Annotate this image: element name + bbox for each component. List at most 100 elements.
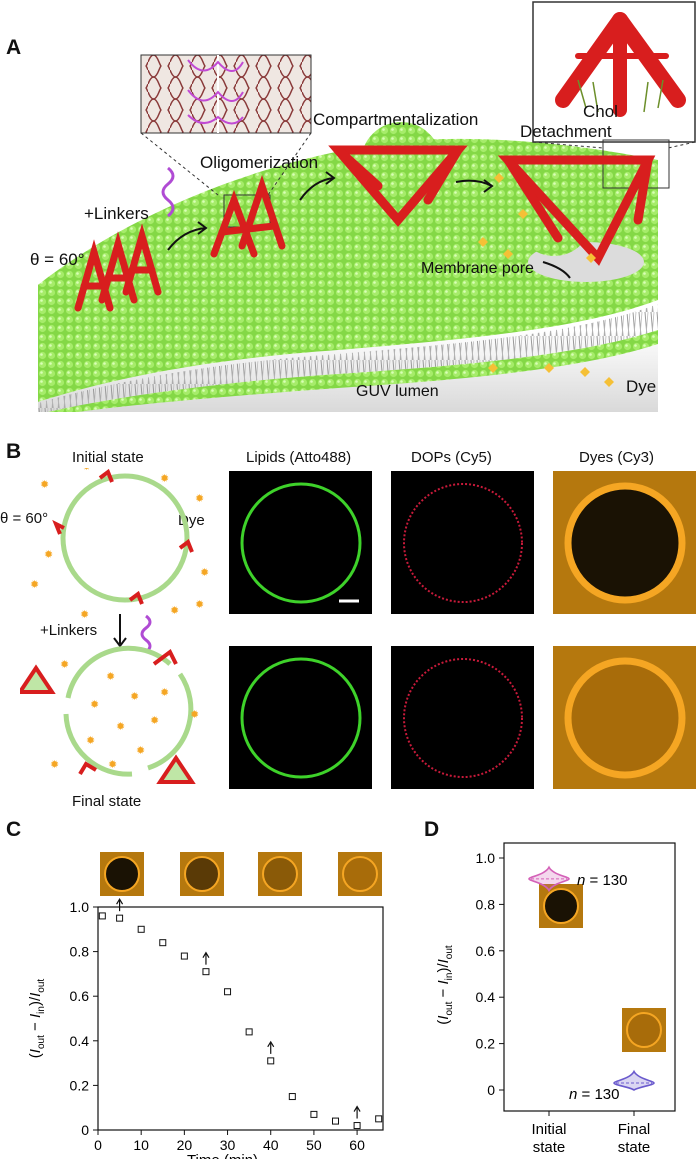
svg-text:✹: ✹ [160,473,169,485]
svg-text:✹: ✹ [130,691,139,703]
d-y-tick-label: 0.2 [476,1036,496,1052]
svg-text:✹: ✹ [80,609,89,621]
svg-text:✹: ✹ [136,745,145,757]
c-time-arrowhead [116,897,124,905]
a-guv-lumen-label: GUV lumen [356,383,439,400]
chol-anchors [577,79,664,113]
svg-text:✹: ✹ [106,671,115,683]
d-y-tick-label: 1.0 [476,850,496,866]
membrane-outer-leaflet [38,138,658,402]
svg-text:✹: ✹ [30,579,39,591]
b-channel-title-lipids: Lipids (Atto488) [246,449,352,466]
svg-text:✹: ✹ [116,721,125,733]
c-x-tick-label: 10 [133,1137,149,1153]
c-data-point [98,912,106,920]
svg-text:✹: ✹ [160,687,169,699]
c-data-point [224,988,232,996]
micrograph-dyes-final [553,646,696,789]
linker-strand [161,166,175,218]
c-x-tick-label: 50 [306,1137,322,1153]
a-linkers-label: +Linkers [84,204,149,223]
d-violin [613,1069,655,1091]
initial-dyes: ✹ ✹ ✹ ✹ ✹ ✹ ✹ ✹ ✹ ✹ [30,468,209,621]
micrograph-dyes-initial [553,471,696,614]
c-time-arrowhead [353,1105,361,1112]
c-data-point [202,968,210,976]
svg-text:✹: ✹ [82,468,91,473]
b-channel-title-dops: DOPs (Cy5) [411,449,492,466]
origami-detaching [497,155,656,266]
micrograph-lipids-final [229,646,372,789]
c-x-tick-label: 20 [177,1137,193,1153]
a-dye-label: Dye [626,377,657,396]
a-detachment-label: Detachment [520,122,612,141]
c-data-point [180,952,188,960]
b-linkers-label: +Linkers [40,622,98,639]
svg-text:✹: ✹ [108,759,117,771]
svg-text:✹: ✹ [190,709,199,721]
d-y-tick-label: 0.8 [476,896,496,912]
origami-zoom [555,12,686,117]
b-angle-label: θ = 60° [0,510,49,527]
d-n-label-final: n = 130 [569,1086,619,1103]
c-data-point [245,1028,253,1036]
initial-origami [52,468,194,605]
c-y-tick-label: 0.6 [70,988,90,1004]
c-data-point [159,939,167,947]
c-data-point [267,1057,275,1065]
c-y-tick-label: 1.0 [70,899,90,915]
c-inset-t5 [100,852,144,896]
final-dyes: ✹ ✹ ✹ ✹ ✹ ✹ ✹ ✹ ✹ ✹ ✹ ✹ [50,659,199,771]
c-x-axis-label: Time (min) [187,1152,258,1159]
chart-d: 0 0.2 0.4 0.6 0.8 1.0 (Iout − Iin)/Iout Initial… [435,842,676,1156]
svg-text:✹: ✹ [50,759,59,771]
process-arrows [167,171,571,279]
final-origami [20,648,196,784]
a-chol-label: Chol [583,102,618,121]
micrograph-dops-initial [391,471,534,614]
svg-text:✹: ✹ [40,479,49,491]
initial-vesicle [60,473,190,603]
b-initial-state-label: Initial state [72,449,144,466]
d-x-tick-label: Final [618,1121,651,1138]
a-compartmentalization-label: Compartmentalization [313,110,479,129]
c-y-tick-label: 0 [81,1122,89,1138]
membrane-tails [38,304,658,412]
chart-c: 0 10 20 30 40 50 60 0 0.2 0.4 0.6 0.8 1.0 Time (min) (… [27,897,384,1159]
c-data-point [332,1117,339,1125]
svg-text:(Iout − Iin)/Iout: (Iout − Iin)/Iout [27,979,47,1059]
svg-text:✹: ✹ [195,599,204,611]
panel-letter-c: C [6,818,22,841]
svg-text:✹: ✹ [200,567,209,579]
c-y-tick-label: 0.4 [70,1033,90,1049]
b-final-state-label: Final state [72,793,142,810]
d-inset-final [622,1008,666,1052]
d-y-tick-label: 0.4 [476,989,496,1005]
membrane-inner-leaflet [48,330,658,412]
d-y-tick-label: 0.6 [476,943,496,959]
c-y-axis-label: (Iout − Iin)/Iout [27,979,47,1059]
d-inset-initial [539,884,583,928]
micrograph-dops-final [391,646,534,789]
d-n-label-initial: n = 130 [577,872,627,889]
panel-letter-b: B [6,440,22,463]
b-schematic: ✹ ✹ ✹ ✹ ✹ ✹ ✹ ✹ ✹ ✹ ✹ ✹ ✹ ✹ ✹ ✹ ✹ ✹ ✹ ✹ ✹ ✹ [20,468,209,784]
panel-a-illustration [38,1,696,412]
c-x-tick-label: 60 [349,1137,365,1153]
d-y-axis-label: (Iout − Iin)/Iout [435,945,455,1025]
svg-text:✹: ✹ [90,699,99,711]
d-plot-frame [503,842,676,1112]
c-x-tick-label: 40 [263,1137,279,1153]
d-y-tick-label: 0 [487,1082,495,1098]
panel-letter-a: A [6,36,22,59]
a-angle-label: θ = 60° [30,250,85,269]
d-x-tick-label: state [618,1139,651,1156]
origami-monomers [74,223,162,312]
c-data-point [116,914,124,922]
origami-compartment [328,145,468,227]
origami-oligomer [210,174,286,258]
c-inset-t25 [180,852,224,896]
c-inset-t60 [338,852,382,896]
svg-text:✹: ✹ [150,715,159,727]
a-oligomerization-label: Oligomerization [200,153,319,172]
